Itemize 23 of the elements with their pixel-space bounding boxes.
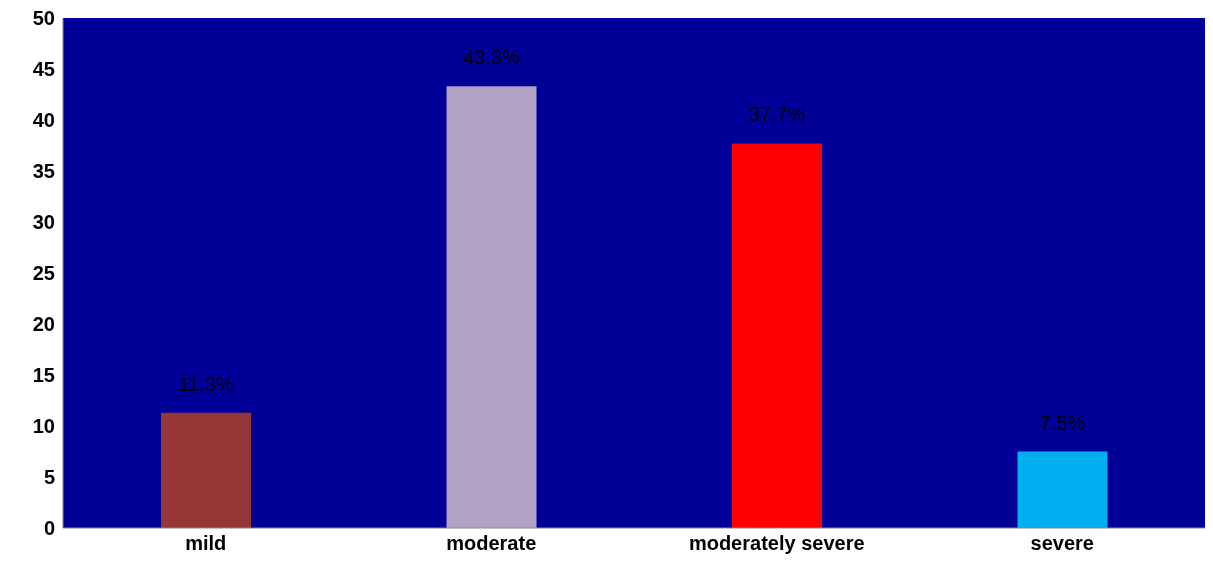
y-tick-label: 50 — [32, 7, 55, 30]
x-tick-label: mild — [185, 532, 227, 555]
y-tick-label: 45 — [32, 58, 55, 81]
x-tick-label: moderately severe — [688, 532, 865, 555]
bar — [1017, 451, 1108, 528]
y-tick-label: 35 — [32, 160, 55, 183]
bar — [161, 412, 251, 528]
x-tick-label: severe — [1030, 532, 1094, 555]
y-tick-label: 10 — [32, 415, 55, 438]
y-tick-label: 5 — [43, 466, 55, 489]
y-tick-label: 25 — [32, 262, 55, 285]
data-label: 11.3% — [178, 372, 234, 395]
data-label: 7.5% — [1039, 411, 1086, 434]
data-label: 37.7% — [748, 103, 806, 126]
bar — [732, 143, 822, 528]
y-tick-label: 0 — [43, 517, 55, 540]
y-tick-label: 15 — [32, 364, 55, 387]
y-tick-label: 40 — [32, 109, 55, 132]
bar — [446, 86, 537, 528]
y-tick-label: 20 — [32, 313, 55, 336]
data-label: 43.3% — [463, 46, 521, 69]
x-tick-label: moderate — [446, 532, 537, 555]
y-tick-label: 30 — [32, 211, 55, 234]
